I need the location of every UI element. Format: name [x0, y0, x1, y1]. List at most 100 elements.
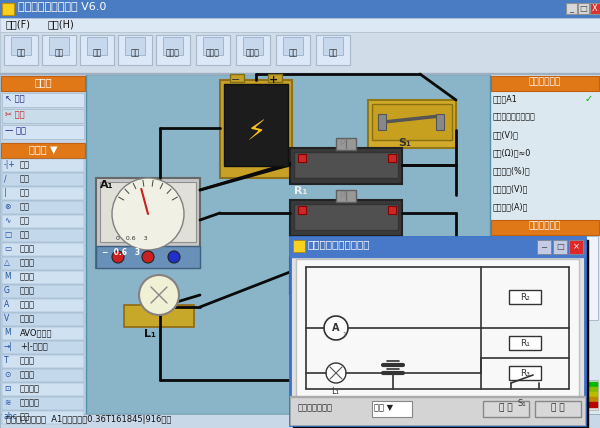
Bar [336, 138, 356, 150]
Text: R₁: R₁ [520, 339, 530, 348]
Text: 电路图: 电路图 [206, 48, 220, 57]
Bar [2, 159, 84, 172]
Text: 额定电压(V)：: 额定电压(V)： [493, 184, 529, 193]
Text: +|-二极管: +|-二极管 [20, 342, 48, 351]
Text: R₃: R₃ [520, 369, 530, 377]
Text: 量程值为电流表的额: 量程值为电流表的额 [494, 238, 536, 247]
Bar [2, 327, 84, 340]
Text: R₁: R₁ [294, 186, 307, 196]
Bar [49, 37, 69, 55]
Text: 工具箱: 工具箱 [34, 77, 52, 87]
Circle shape [139, 275, 179, 315]
Bar [553, 240, 567, 254]
Bar [296, 259, 579, 397]
Bar [436, 114, 444, 130]
Bar [124, 305, 194, 327]
Bar [118, 35, 152, 65]
Text: 后退: 后退 [130, 48, 140, 57]
Text: A₁: A₁ [100, 180, 113, 190]
Text: +: + [269, 75, 278, 85]
Bar [294, 262, 398, 288]
Text: 电阻测试: 电阻测试 [20, 384, 40, 393]
Bar [224, 84, 288, 166]
Bar [0, 73, 600, 74]
Text: A: A [4, 300, 9, 309]
Text: ▭: ▭ [4, 244, 11, 253]
Bar [290, 200, 402, 236]
Bar [2, 271, 84, 284]
Bar [243, 37, 263, 55]
Bar [587, 392, 597, 397]
Text: ≋: ≋ [4, 398, 10, 407]
Text: ⚡: ⚡ [246, 118, 266, 146]
Bar [2, 369, 84, 382]
Circle shape [168, 251, 180, 263]
Text: 右侧 ▼: 右侧 ▼ [374, 403, 393, 412]
Text: L₁: L₁ [144, 329, 156, 339]
Text: 电压表: 电压表 [20, 314, 35, 323]
Bar [491, 220, 599, 235]
Text: 电源: 电源 [20, 160, 30, 169]
Bar [316, 35, 350, 65]
Text: □: □ [579, 4, 587, 13]
Text: ×: × [572, 242, 580, 251]
Text: ─: ─ [542, 242, 547, 251]
Text: ⊗: ⊗ [4, 202, 10, 211]
Text: □: □ [4, 230, 11, 239]
Bar [2, 215, 84, 228]
Text: 元件箱 ▼: 元件箱 ▼ [29, 144, 57, 154]
Text: R₃: R₃ [294, 296, 307, 306]
Text: 实物图生成简化电路图: 实物图生成简化电路图 [308, 239, 371, 249]
Text: −  0.6   3: − 0.6 3 [102, 248, 140, 257]
Bar [535, 401, 581, 417]
Text: 存图片: 存图片 [166, 48, 180, 57]
Bar [2, 299, 84, 312]
Bar [2, 201, 84, 214]
Bar [378, 114, 386, 130]
Bar [587, 402, 597, 407]
Text: 据实际情况设置。: 据实际情况设置。 [494, 277, 531, 286]
Text: 额定电流(A)：: 额定电流(A)： [493, 202, 529, 211]
Text: 保存: 保存 [92, 48, 101, 57]
Text: △: △ [4, 258, 10, 267]
Bar [196, 35, 230, 65]
Text: S₁: S₁ [398, 138, 411, 148]
Text: 当前元件说明: 当前元件说明 [529, 221, 561, 230]
Text: 帮助: 帮助 [289, 48, 298, 57]
Bar [290, 237, 585, 425]
Text: 提示：电路畅通。  A1实际电流为0.36T161845|916实际: 提示：电路畅通。 A1实际电流为0.36T161845|916实际 [6, 415, 172, 424]
Bar [11, 37, 31, 55]
Text: 类别：双量程电流表: 类别：双量程电流表 [493, 112, 536, 121]
Bar [0, 32, 600, 74]
Text: abc: abc [4, 412, 18, 421]
Text: 电流为3A，内阻可根: 电流为3A，内阻可根 [494, 264, 541, 273]
Text: V: V [4, 314, 9, 323]
Bar [2, 187, 84, 200]
Text: G: G [4, 286, 10, 295]
Text: 接线柱: 接线柱 [20, 356, 35, 365]
Text: R₂: R₂ [520, 292, 530, 301]
Text: 刷 新: 刷 新 [499, 403, 513, 412]
Bar [509, 290, 541, 304]
Text: AVO多用表: AVO多用表 [20, 328, 53, 337]
Bar [537, 240, 551, 254]
Text: 电阻: 电阻 [20, 230, 30, 239]
Bar [156, 35, 190, 65]
Bar [323, 37, 343, 55]
Text: T: T [4, 356, 8, 365]
Bar [0, 74, 86, 414]
Bar [0, 0, 600, 18]
Text: 电动机: 电动机 [20, 272, 35, 281]
Bar [42, 35, 76, 65]
Text: 当前元件设置: 当前元件设置 [529, 77, 561, 86]
Bar [2, 341, 84, 354]
Bar [283, 37, 303, 55]
Bar [587, 387, 597, 392]
Bar [293, 240, 305, 252]
Bar [509, 366, 541, 380]
Text: P: P [340, 139, 344, 148]
Bar [2, 397, 84, 410]
Bar [96, 246, 200, 268]
Text: 保 存: 保 存 [551, 403, 565, 412]
Text: →|: →| [4, 342, 13, 351]
